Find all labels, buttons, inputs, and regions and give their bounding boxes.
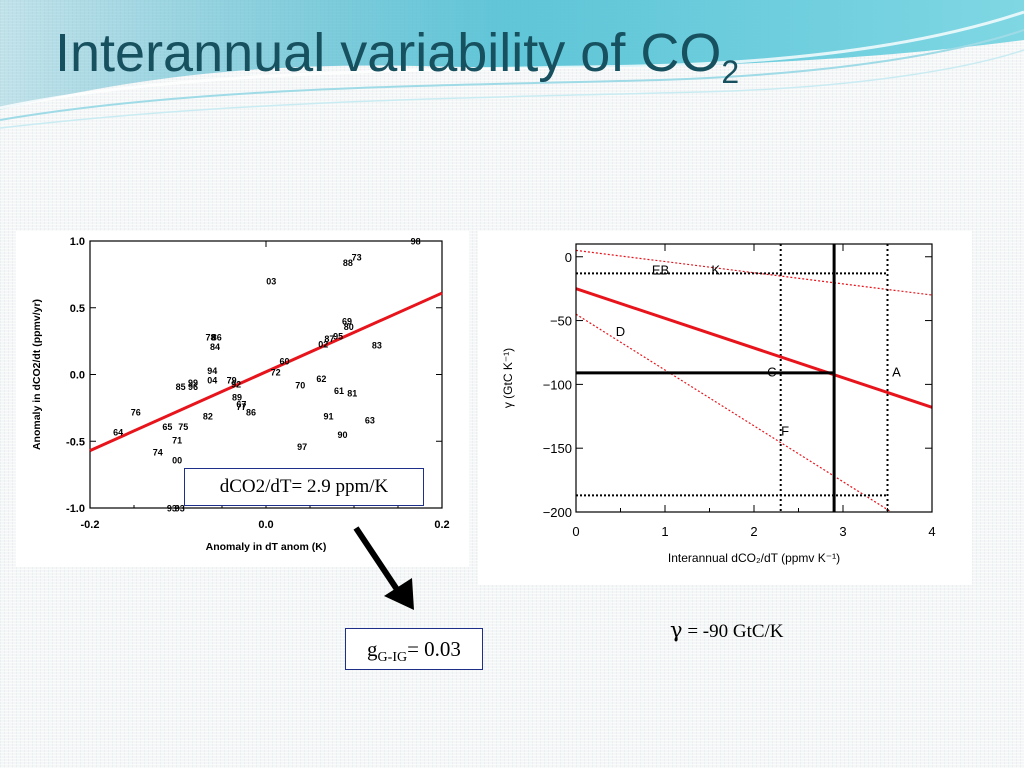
title-subscript: 2 (721, 54, 740, 90)
title-text: Interannual variability of CO (55, 23, 722, 83)
g-box: gG-IG= 0.03 (345, 628, 483, 670)
gamma-symbol: γ (670, 618, 683, 642)
g-subscript: G-IG (377, 650, 408, 666)
gamma-caption: γ = -90 GtC/K (670, 618, 784, 643)
scatter-panel (16, 231, 469, 567)
slope-text: dCO2/dT= 2.9 ppm/K (219, 476, 389, 497)
slide-title: Interannual variability of CO2 (55, 22, 739, 91)
down-arrow (353, 526, 414, 610)
g-symbol: g (367, 637, 378, 661)
slope-box: dCO2/dT= 2.9 ppm/K (184, 468, 424, 506)
gamma-panel (478, 231, 972, 585)
wave-decoration (0, 0, 1024, 129)
gamma-value: = -90 GtC/K (682, 621, 784, 642)
g-value: = 0.03 (407, 637, 461, 661)
